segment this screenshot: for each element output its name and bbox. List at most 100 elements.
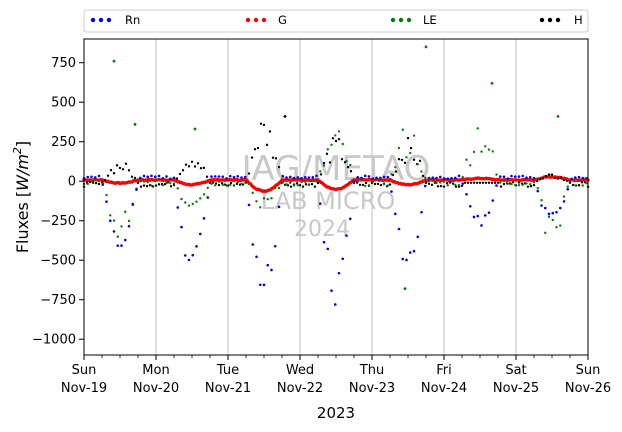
rn-point [536, 189, 540, 193]
le-point [124, 210, 127, 214]
le-point [349, 163, 352, 167]
le-point [446, 184, 449, 187]
le-point [409, 151, 412, 155]
rn-point [101, 183, 105, 186]
rn-point [423, 184, 427, 188]
rn-point [183, 254, 187, 257]
y-tick-label: −500 [40, 254, 76, 269]
rn-point [307, 176, 311, 179]
rn-point [217, 175, 221, 178]
rn-point [330, 289, 333, 292]
x-tick-label-day: Tue [216, 363, 239, 378]
le-point [300, 180, 303, 184]
x-tick-label-day: Mon [142, 363, 169, 378]
h-point [97, 182, 101, 186]
h-outlier-point [283, 115, 287, 118]
le-point [484, 145, 487, 148]
x-tick-label-date: Nov-26 [565, 381, 611, 396]
h-point [187, 165, 191, 168]
le-point [97, 179, 101, 183]
legend-marker-rn [106, 17, 112, 23]
le-point [247, 182, 251, 186]
y-tick-label: 250 [51, 135, 76, 150]
rn-point [318, 202, 322, 205]
h-point [319, 173, 323, 176]
le-point [577, 179, 581, 182]
rn-point [161, 176, 165, 180]
le-point [94, 178, 97, 181]
h-point [181, 169, 185, 172]
h-point [136, 181, 140, 184]
le-point [424, 176, 427, 179]
le-point [120, 225, 123, 228]
h-point [253, 147, 257, 151]
h-point [364, 181, 368, 185]
le-point [457, 183, 461, 187]
le-point [191, 202, 194, 206]
rn-point [168, 177, 172, 181]
x-tick-label-date: Nov-23 [349, 381, 395, 396]
le-point [311, 179, 314, 183]
rn-point [408, 251, 412, 254]
rn-point [116, 244, 120, 247]
h-point [118, 166, 122, 170]
le-point [345, 159, 348, 163]
le-point [427, 179, 431, 183]
le-point [585, 182, 588, 185]
le-point [240, 182, 243, 186]
le-point [266, 197, 269, 201]
rn-point [228, 174, 232, 178]
rn-point [405, 258, 408, 262]
rn-point [206, 196, 210, 199]
rn-point [435, 176, 438, 180]
rn-point [525, 176, 528, 180]
h-point [571, 183, 575, 187]
legend-marker-g [253, 17, 259, 23]
le-point [364, 184, 367, 188]
rn-point [322, 240, 326, 244]
le-point [360, 178, 363, 181]
h-point [349, 170, 353, 173]
h-point [295, 182, 299, 185]
rn-point [221, 175, 225, 178]
h-point [463, 181, 467, 184]
rn-point [427, 176, 431, 180]
h-point [388, 183, 392, 186]
rn-point [240, 176, 243, 179]
le-point [176, 187, 179, 190]
rn-point [296, 176, 300, 179]
le-point [322, 164, 326, 167]
le-point [139, 180, 142, 183]
le-point [390, 173, 393, 176]
rn-point [502, 175, 506, 179]
rn-point [225, 177, 228, 180]
rn-point [442, 177, 446, 180]
le-outlier-point [424, 45, 428, 49]
y-tick-label: 500 [51, 96, 76, 111]
h-point [469, 181, 473, 184]
rn-point [180, 225, 183, 229]
rn-point [232, 175, 236, 179]
le-point [454, 183, 457, 187]
le-point [281, 181, 284, 184]
rn-point [558, 206, 562, 210]
le-point [506, 182, 509, 185]
le-point [150, 184, 153, 187]
le-point [289, 181, 292, 185]
le-point [442, 180, 446, 183]
le-point [559, 224, 562, 227]
h-point [481, 181, 485, 184]
y-axis: 750 500 250 0 −250 −500 −750 −1000 [32, 56, 84, 348]
le-point [229, 183, 232, 187]
legend-marker-le [390, 17, 396, 23]
rn-point [326, 247, 330, 251]
x-axis: Sun Nov-19 Mon Nov-20 Tue Nov-21 Wed Nov-22 Thu N… [61, 355, 611, 396]
h-point [499, 185, 503, 188]
h-point [568, 181, 572, 184]
le-point [420, 170, 423, 173]
le-point [304, 180, 307, 184]
rn-point [562, 200, 566, 203]
rn-point [131, 202, 135, 206]
rn-point [495, 184, 498, 187]
h-point [277, 165, 281, 169]
